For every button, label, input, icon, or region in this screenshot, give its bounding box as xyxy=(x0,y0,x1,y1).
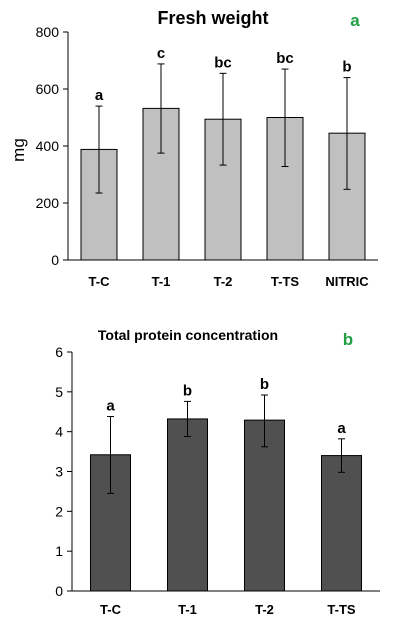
chart-a-significance-label: b xyxy=(342,59,351,76)
chart-b-y-tick-label: 0 xyxy=(55,583,63,599)
chart-a-category-label: T-C xyxy=(89,274,111,289)
chart-b-panel-label: b xyxy=(343,330,353,349)
chart-a-category-label: T-2 xyxy=(214,274,233,289)
chart-b-y-tick-label: 4 xyxy=(55,424,63,440)
chart-a-category-label: T-TS xyxy=(271,274,299,289)
chart-b-y-tick-label: 2 xyxy=(55,503,63,519)
chart-a-y-tick-label: 800 xyxy=(36,24,60,40)
chart-b-bar xyxy=(321,455,362,592)
chart-a-category-label: NITRIC xyxy=(325,274,369,289)
chart-a-significance-label: c xyxy=(157,45,165,62)
chart-b-y-tick-label: 3 xyxy=(55,464,63,480)
chart-b-plot: 0 1 2 3 4 5 6 a T-C b T-1 b T-2 a T-TS xyxy=(55,344,380,617)
chart-a-category-label: T-1 xyxy=(152,274,171,289)
chart-b-category-label: T-C xyxy=(100,602,122,617)
chart-b-y-tick-label: 5 xyxy=(55,384,63,400)
chart-b-bar xyxy=(167,418,208,592)
chart-b-y-tick-label: 1 xyxy=(55,543,63,559)
chart-a-y-tick-label: 400 xyxy=(36,138,60,154)
chart-b-significance-label: b xyxy=(183,382,192,399)
chart-b-y-tick-label: 6 xyxy=(55,344,63,360)
chart-a-significance-label: bc xyxy=(276,50,294,67)
chart-a-y-tick-label: 600 xyxy=(36,81,60,97)
chart-a-plot: 0 200 400 600 800 a T-C c T-1 bc T-2 bc T-TS b NITRIC xyxy=(36,24,378,289)
chart-b-significance-label: a xyxy=(106,398,115,415)
chart-a-y-tick-label: 0 xyxy=(51,252,59,268)
chart-a-y-tick-label: 200 xyxy=(36,195,60,211)
chart-a-significance-label: bc xyxy=(214,54,232,71)
chart-a-title: Fresh weight xyxy=(157,8,268,28)
chart-b-bar xyxy=(244,419,285,592)
chart-b-category-label: T-1 xyxy=(178,602,197,617)
chart-a-panel-label: a xyxy=(350,11,360,30)
chart-b-title: Total protein concentration xyxy=(98,327,278,343)
chart-a-significance-label: a xyxy=(95,87,104,104)
chart-a-y-axis-label: mg xyxy=(9,138,28,162)
chart-b-significance-label: b xyxy=(260,376,269,393)
chart-b-significance-label: a xyxy=(337,420,346,437)
chart-b-category-label: T-TS xyxy=(327,602,355,617)
chart-b-category-label: T-2 xyxy=(255,602,274,617)
